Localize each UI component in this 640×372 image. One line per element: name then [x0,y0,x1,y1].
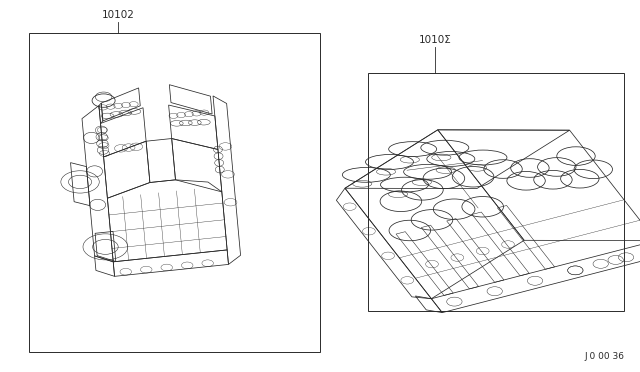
Text: 10102: 10102 [102,10,135,20]
Text: 1010Σ: 1010Σ [419,35,452,45]
Bar [368,73,624,311]
Bar [29,33,320,352]
Text: J 0 00 36: J 0 00 36 [584,352,624,361]
